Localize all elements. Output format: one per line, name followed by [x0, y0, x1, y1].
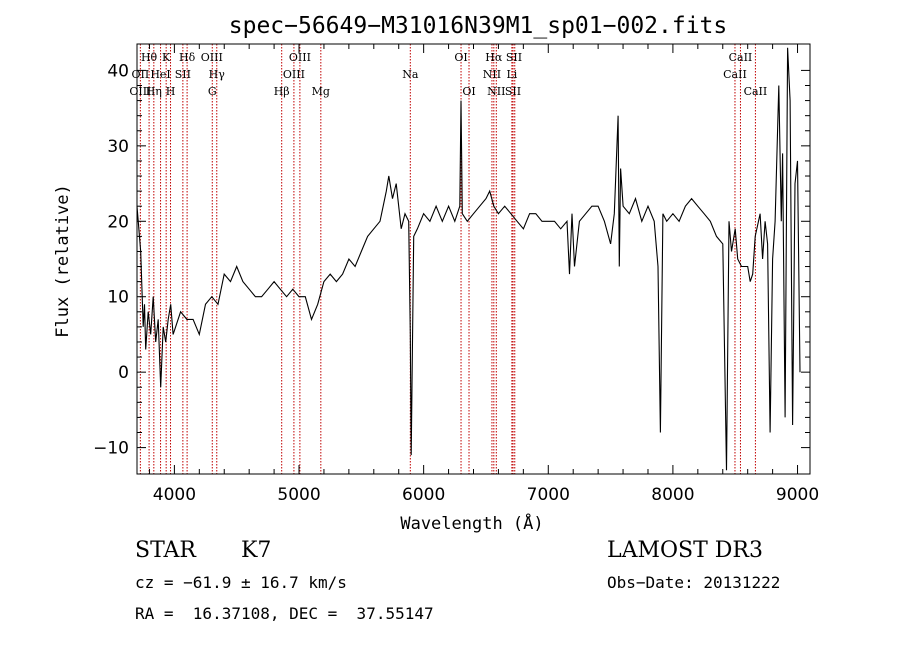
line-label: SII [506, 51, 522, 64]
y-axis-label: Flux (relative) [53, 184, 73, 338]
redshift-readout: cz = −61.9 ± 16.7 km/s [135, 573, 347, 592]
line-label: Mg [312, 85, 330, 98]
line-label: CaII [744, 85, 768, 98]
line-label: G [208, 85, 217, 98]
object-subclass: K7 [241, 538, 272, 563]
line-label: Hγ [209, 68, 226, 81]
line-label: HeI [150, 68, 170, 81]
survey-name: LAMOST DR3 [607, 538, 763, 563]
line-label: H [166, 85, 176, 98]
line-label: OI [454, 51, 467, 64]
emission-line-markers [139, 44, 756, 474]
line-label: NII [483, 68, 501, 81]
line-label: CaII [723, 68, 747, 81]
line-label: OIII [201, 51, 223, 64]
line-label: SII [175, 68, 191, 81]
x-tick-label: 5000 [277, 485, 320, 505]
x-tick-label: 8000 [651, 485, 694, 505]
y-tick-label: 30 [107, 137, 129, 157]
x-tick-label: 6000 [402, 485, 445, 505]
line-label: Hα [485, 51, 503, 64]
x-tick-label: 9000 [776, 485, 819, 505]
line-label: SII [505, 85, 521, 98]
y-tick-label: 10 [107, 288, 129, 308]
spectrum-chart: spec−56649−M31016N39M1_sp01−002.fits Hθ K… [53, 13, 819, 534]
line-label: K [162, 51, 171, 64]
obs-date: Obs−Date: 20131222 [607, 573, 781, 592]
x-axis-label: Wavelength (Å) [400, 512, 543, 534]
coordinates: RA = 16.37108, DEC = 37.55147 [135, 604, 434, 623]
y-tick-label: −10 [93, 439, 129, 459]
y-tick-label: 40 [107, 61, 129, 81]
object-class: STAR [135, 538, 196, 563]
line-label: Hβ [274, 85, 290, 98]
chart-title: spec−56649−M31016N39M1_sp01−002.fits [229, 13, 728, 39]
y-axis: −10 0 10 20 30 40 [93, 61, 810, 459]
line-label: Hη [146, 85, 162, 98]
line-label: OII [132, 68, 150, 81]
line-label: Na [402, 68, 419, 81]
y-tick-label: 0 [118, 363, 129, 383]
y-tick-label: 20 [107, 212, 129, 232]
line-label: Li [506, 68, 517, 81]
line-label: OIII [289, 51, 311, 64]
line-label: CaII [729, 51, 753, 64]
line-label: Hθ [141, 51, 158, 64]
line-label: OIII [283, 68, 305, 81]
plot-frame [136, 43, 811, 475]
line-label: OI [462, 85, 475, 98]
line-label: NII [487, 85, 505, 98]
line-label: Hδ [179, 51, 196, 64]
spectrum-line [136, 47, 801, 471]
x-tick-label: 7000 [527, 485, 570, 505]
line-label: OIII [129, 85, 151, 98]
x-tick-label: 4000 [153, 485, 196, 505]
x-axis: 4000 5000 6000 7000 8000 9000 [148, 44, 819, 505]
